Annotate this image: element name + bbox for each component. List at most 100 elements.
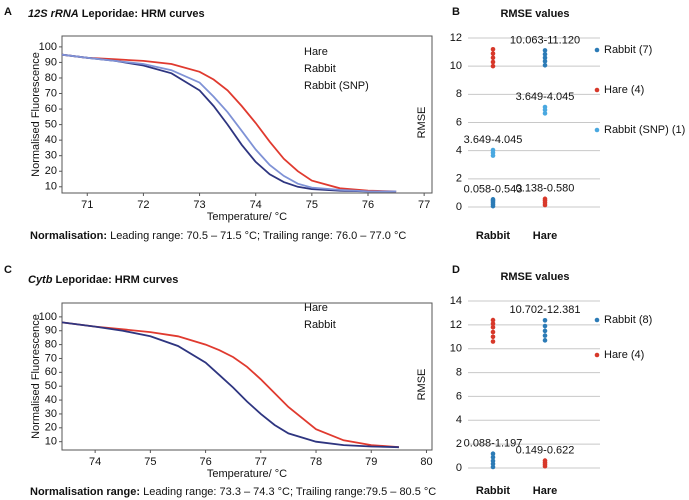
rmse-dot	[490, 147, 496, 153]
rmse-dot	[490, 454, 496, 460]
y-tick-label: 60	[45, 103, 57, 115]
plot-frame	[61, 302, 433, 451]
y-tick-label: 40	[45, 394, 57, 406]
y-tick-label: 80	[45, 72, 57, 84]
range-annotation: 0.138-0.580	[516, 183, 575, 195]
range-annotation: 3.649-4.045	[464, 134, 523, 146]
y-axis-label: RMSE	[416, 107, 428, 139]
legend-label: Hare	[304, 46, 328, 58]
y-tick-label: 60	[45, 366, 57, 378]
legend-dot	[594, 352, 600, 358]
rmse-dot	[490, 46, 496, 52]
y-tick-label: 70	[45, 352, 57, 364]
y-tick-label: 20	[45, 422, 57, 434]
chart-title: 12S rRNA Leporidae: HRM curves	[28, 8, 205, 20]
legend-dot	[594, 127, 600, 133]
note-text: Leading range: 70.5 – 71.5 °C; Trailing …	[107, 230, 406, 242]
x-tick-label: 76	[362, 199, 374, 211]
y-tick-label: 10	[450, 60, 462, 72]
rmse-dot	[490, 334, 496, 340]
y-tick-label: 50	[45, 380, 57, 392]
rmse-dot	[542, 338, 548, 343]
rmse-dot	[542, 62, 548, 68]
curve	[61, 53, 397, 193]
curve	[61, 321, 399, 449]
curve	[61, 321, 399, 449]
panel-label: D	[452, 264, 460, 276]
y-tick-label: 10	[450, 343, 462, 355]
panel-label: B	[452, 6, 460, 18]
chart-title: RMSE values	[500, 8, 569, 20]
y-tick-label: 70	[45, 87, 57, 99]
curve	[61, 53, 397, 193]
y-tick-label: 4	[456, 145, 462, 157]
rmse-dot	[490, 59, 496, 65]
rmse-dot	[542, 48, 548, 53]
y-tick-label: 0	[456, 462, 462, 474]
rmse-dot	[490, 451, 496, 457]
chart-title: RMSE values	[500, 271, 569, 283]
rmse-dot	[490, 317, 496, 323]
chart-title: Cytb Leporidae: HRM curves	[28, 274, 178, 286]
category-label: Hare	[533, 485, 557, 497]
range-annotation: 10.063-11.120	[510, 34, 580, 46]
rmse-dot	[542, 323, 548, 329]
x-tick-label: 72	[137, 199, 149, 211]
x-tick-label: 75	[144, 456, 156, 468]
y-tick-label: 100	[39, 311, 57, 323]
y-tick-label: 4	[456, 414, 462, 426]
rmse-dot	[490, 458, 496, 464]
y-axis-label: RMSE	[416, 369, 428, 401]
rmse-dot	[490, 197, 496, 202]
legend-label: Rabbit (SNP)	[304, 80, 369, 92]
rmse-dot	[490, 321, 496, 326]
title-gene: Cytb	[28, 274, 53, 286]
normalisation-note: Normalisation: Leading range: 70.5 – 71.…	[30, 230, 406, 242]
note-text: Leading range: 73.3 – 74.3 °C; Trailing …	[140, 486, 436, 498]
x-tick-label: 78	[310, 456, 322, 468]
y-tick-label: 10	[45, 436, 57, 448]
title-gene: 12S rRNA	[28, 8, 79, 20]
y-tick-label: 90	[45, 325, 57, 337]
y-tick-label: 50	[45, 119, 57, 131]
curve	[61, 53, 397, 193]
rmse-dot	[542, 55, 548, 61]
legend-label: Rabbit (7)	[604, 44, 652, 56]
x-tick-label: 71	[81, 199, 93, 211]
x-tick-label: 79	[365, 456, 377, 468]
y-tick-label: 100	[39, 41, 57, 53]
plot-frame	[61, 35, 433, 194]
y-tick-label: 2	[456, 438, 462, 450]
rmse-dot	[542, 328, 548, 334]
rmse-dot	[542, 318, 548, 323]
legend-label: Rabbit (SNP) (1)	[604, 124, 685, 136]
rmse-dot	[542, 51, 548, 57]
y-tick-label: 10	[45, 181, 57, 193]
y-tick-label: 20	[45, 165, 57, 177]
y-axis-label: Normalised Fluorescence	[30, 314, 42, 439]
range-annotation: 0.149-0.622	[516, 444, 575, 456]
x-tick-label: 74	[250, 199, 262, 211]
legend-label: Hare	[304, 302, 328, 314]
x-tick-label: 77	[255, 456, 267, 468]
rmse-dot	[490, 324, 496, 330]
y-axis-label: Normalised Fluorescence	[30, 52, 42, 177]
rmse-dot	[542, 111, 548, 116]
y-tick-label: 2	[456, 173, 462, 185]
legend-label: Rabbit	[304, 319, 336, 331]
note-bold: Normalisation:	[30, 230, 107, 242]
rmse-dot	[542, 196, 548, 202]
y-tick-label: 80	[45, 339, 57, 351]
legend-dot	[594, 317, 600, 323]
category-label: Rabbit	[476, 230, 511, 242]
y-tick-label: 6	[456, 390, 462, 402]
title-rest: Leporidae: HRM curves	[52, 274, 178, 286]
y-tick-label: 12	[450, 32, 462, 44]
normalisation-note: Normalisation range: Leading range: 73.3…	[30, 486, 436, 498]
range-annotation: 3.649-4.045	[516, 91, 575, 103]
category-label: Hare	[533, 230, 557, 242]
y-tick-label: 30	[45, 408, 57, 420]
panel-label: C	[4, 264, 12, 276]
y-tick-label: 90	[45, 56, 57, 68]
